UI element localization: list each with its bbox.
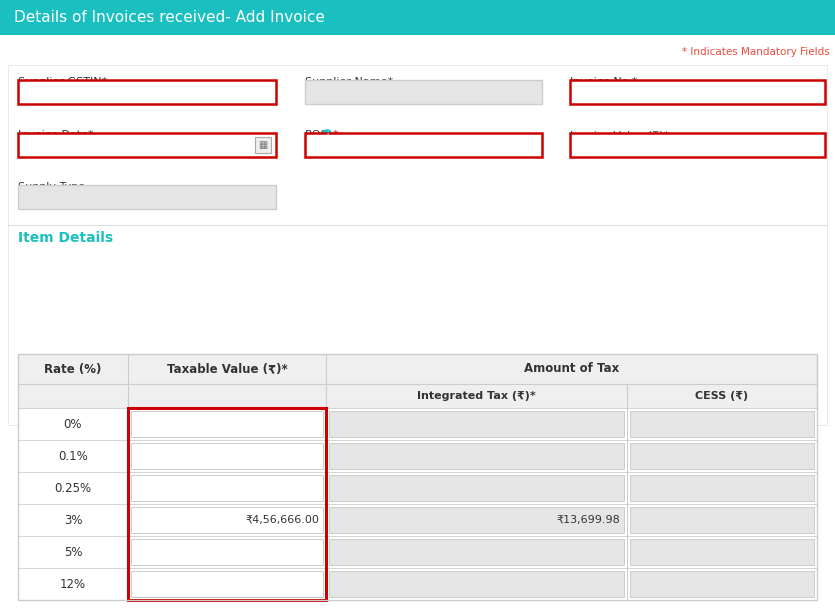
Text: DD/MM/YYYY: DD/MM/YYYY [24,138,99,151]
Bar [131,507,323,533]
Bar [131,571,323,597]
Bar [630,507,814,533]
Bar [131,539,323,565]
Bar [8,65,827,425]
Bar [18,80,276,104]
Bar [18,185,276,209]
Bar [630,539,814,565]
Text: ▦: ▦ [258,140,268,150]
Bar [305,133,542,157]
Text: CESS (₹): CESS (₹) [696,391,748,401]
Bar [131,411,323,437]
Bar [630,443,814,469]
Text: 5%: 5% [63,545,83,559]
Bar [18,536,817,568]
Text: * Indicates Mandatory Fields: * Indicates Mandatory Fields [682,47,830,57]
Text: POS: POS [305,130,331,140]
Text: 12%: 12% [60,578,86,590]
Bar [255,137,271,153]
Text: Invoice Value (₹)*: Invoice Value (₹)* [570,130,669,140]
Bar [0,0,835,35]
Text: Supplier Name*: Supplier Name* [305,77,393,87]
Text: Item Details: Item Details [18,231,113,245]
Bar [18,472,817,504]
Text: ₹13,699.98: ₹13,699.98 [556,515,620,525]
Text: 0.25%: 0.25% [54,481,92,495]
Text: Details of Invoices received- Add Invoice: Details of Invoices received- Add Invoic… [14,10,325,26]
Text: Taxable Value (₹)*: Taxable Value (₹)* [167,362,287,376]
Bar [305,80,542,104]
Text: Invoice Date*: Invoice Date* [18,130,94,140]
Text: *: * [333,130,339,140]
Text: ₹4,56,666.00: ₹4,56,666.00 [245,515,319,525]
Text: 22-Chhattisgarh: 22-Chhattisgarh [311,138,407,151]
Text: 3%: 3% [63,514,83,526]
Text: Inter-State: Inter-State [24,190,87,204]
Bar [329,571,624,597]
Bar [329,443,624,469]
Text: i: i [326,131,328,140]
Bar [630,571,814,597]
Bar [128,408,326,600]
Bar [131,443,323,469]
Text: 07AJIPA1572EI13: 07AJIPA1572EI13 [24,85,124,98]
Bar [329,539,624,565]
Bar [18,384,817,408]
Bar [329,507,624,533]
Bar [18,354,817,384]
Bar [630,475,814,501]
Text: Integrated Tax (₹)*: Integrated Tax (₹)* [418,391,536,401]
Text: Rate (%): Rate (%) [44,362,102,376]
Circle shape [322,130,332,140]
Bar [18,408,817,440]
Bar [570,133,825,157]
Text: Amount of Tax: Amount of Tax [524,362,619,376]
Bar [18,440,817,472]
Text: Invoice No.*: Invoice No.* [570,77,637,87]
Text: Supply Type: Supply Type [18,182,85,192]
Text: 0%: 0% [63,417,83,431]
Bar [630,411,814,437]
Bar [570,80,825,104]
Text: ▾: ▾ [533,138,539,151]
Bar [131,475,323,501]
Bar [18,504,817,536]
Text: Supplier GSTIN*: Supplier GSTIN* [18,77,107,87]
Bar [18,568,817,600]
Bar [18,354,817,600]
Bar [329,411,624,437]
Text: AutomationsTest: AutomationsTest [311,85,409,98]
Text: 0.1%: 0.1% [58,450,88,462]
Bar [329,475,624,501]
Bar [18,133,276,157]
